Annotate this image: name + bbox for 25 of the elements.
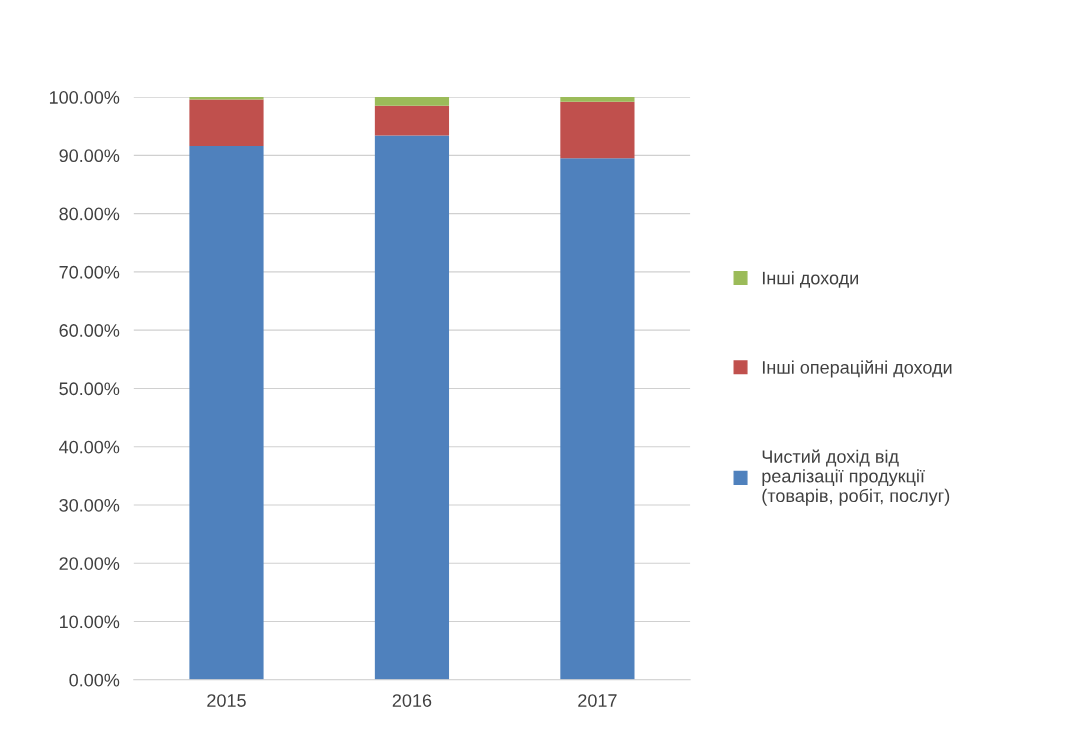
x-tick-label: 2015 [207, 694, 246, 707]
bar [374, 135, 450, 680]
y-tick-label: 30.00% [59, 498, 120, 512]
x-tick-label: 2017 [578, 694, 617, 707]
bar [560, 97, 635, 102]
y-tick-label: 100.00% [49, 91, 120, 104]
y-tick-label: 10.00% [60, 615, 120, 629]
y-tick-label: 80.00% [59, 207, 120, 221]
y-tick-label: 90.00% [59, 149, 120, 163]
x-tick-label: 2016 [392, 694, 432, 707]
bar [189, 99, 264, 147]
legend-label: Інші операційні доходи [762, 360, 952, 378]
bar [560, 158, 635, 680]
bar [189, 146, 264, 680]
y-tick-label: 40.00% [59, 440, 120, 454]
legend-label: Інші доходи [762, 271, 859, 288]
y-tick-label: 0.00% [69, 673, 120, 687]
y-tick-label: 20.00% [59, 557, 120, 570]
y-tick-label: 50.00% [59, 382, 120, 396]
y-tick-label: 60.00% [59, 324, 120, 337]
bar [560, 101, 635, 159]
legend-label: Чистий дохід від реалізації продукції (товарів, робіт, послуг) [762, 449, 950, 506]
y-tick-label: 70.00% [59, 265, 120, 279]
bar [374, 97, 450, 106]
bar [374, 105, 450, 136]
